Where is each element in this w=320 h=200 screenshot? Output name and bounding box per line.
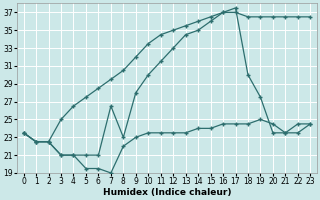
X-axis label: Humidex (Indice chaleur): Humidex (Indice chaleur) (103, 188, 231, 197)
